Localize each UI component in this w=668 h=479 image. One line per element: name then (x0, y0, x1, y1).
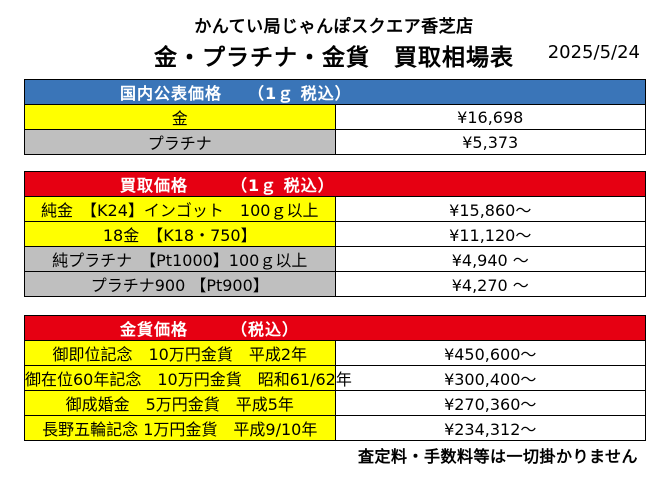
date-label: 2025/5/24 (547, 42, 640, 63)
table-row: プラチナ ¥5,373 (24, 129, 646, 155)
table-row: 純プラチナ 【Pt1000】100ｇ以上 ¥4,940 ～ (24, 246, 646, 272)
coin-price-heading: 金貨価格 （税込） (24, 315, 646, 341)
table-row: 18金 【K18・750】 ¥11,120～ (24, 221, 646, 247)
row-value: ¥11,120～ (334, 221, 646, 247)
table-row: 御在位60年記念 10万円金貨 昭和61/62年 ¥300,400～ (24, 365, 646, 391)
table-row: 純金 【K24】インゴット 100ｇ以上 ¥15,860～ (24, 196, 646, 222)
row-label: プラチナ (24, 129, 336, 155)
table-row: 金 ¥16,698 (24, 104, 646, 130)
row-value: ¥300,400～ (334, 365, 646, 391)
coin-price-section: 金貨価格 （税込） 御即位記念 10万円金貨 平成2年 ¥450,600～ 御在… (24, 315, 646, 441)
row-label: プラチナ900 【Pt900】 (24, 271, 336, 297)
row-label: 純プラチナ 【Pt1000】100ｇ以上 (24, 246, 336, 272)
page-title: 金・プラチナ・金貨 買取相場表 (154, 45, 514, 71)
row-value: ¥4,940 ～ (334, 246, 646, 272)
table-row: 御即位記念 10万円金貨 平成2年 ¥450,600～ (24, 340, 646, 366)
row-value: ¥5,373 (334, 129, 646, 155)
row-label: 御在位60年記念 10万円金貨 昭和61/62年 (24, 365, 352, 391)
buy-price-section: 買取価格 （1ｇ 税込） 純金 【K24】インゴット 100ｇ以上 ¥15,86… (24, 171, 646, 297)
row-value: ¥16,698 (334, 104, 646, 130)
row-value: ¥4,270 ～ (334, 271, 646, 297)
public-price-table: 国内公表価格 （1ｇ 税込） 金 ¥16,698 プラチナ ¥5,373 (24, 79, 646, 155)
table-row: 御成婚金 5万円金貨 平成5年 ¥270,360～ (24, 390, 646, 416)
table-row: プラチナ900 【Pt900】 ¥4,270 ～ (24, 271, 646, 297)
table-row: 長野五輪記念 1万円金貨 平成9/10年 ¥234,312～ (24, 415, 646, 441)
buy-price-table: 買取価格 （1ｇ 税込） 純金 【K24】インゴット 100ｇ以上 ¥15,86… (24, 171, 646, 297)
row-label: 金 (24, 104, 336, 130)
row-value: ¥234,312～ (334, 415, 646, 441)
row-value: ¥15,860～ (334, 196, 646, 222)
public-price-section: 国内公表価格 （1ｇ 税込） 金 ¥16,698 プラチナ ¥5,373 (24, 79, 646, 155)
row-label: 長野五輪記念 1万円金貨 平成9/10年 (24, 415, 336, 441)
row-label: 御成婚金 5万円金貨 平成5年 (24, 390, 336, 416)
public-price-heading: 国内公表価格 （1ｇ 税込） (24, 79, 646, 105)
row-label: 御即位記念 10万円金貨 平成2年 (24, 340, 336, 366)
row-label: 18金 【K18・750】 (24, 221, 336, 247)
row-value: ¥270,360～ (334, 390, 646, 416)
footer-note: 査定料・手数料等は一切掛かりません (357, 447, 638, 466)
buy-price-heading: 買取価格 （1ｇ 税込） (24, 171, 646, 197)
store-name: かんてい局じゃんぽスクエア香芝店 (194, 17, 474, 37)
row-label: 純金 【K24】インゴット 100ｇ以上 (24, 196, 336, 222)
coin-price-table: 金貨価格 （税込） 御即位記念 10万円金貨 平成2年 ¥450,600～ 御在… (24, 315, 646, 441)
row-value: ¥450,600～ (334, 340, 646, 366)
